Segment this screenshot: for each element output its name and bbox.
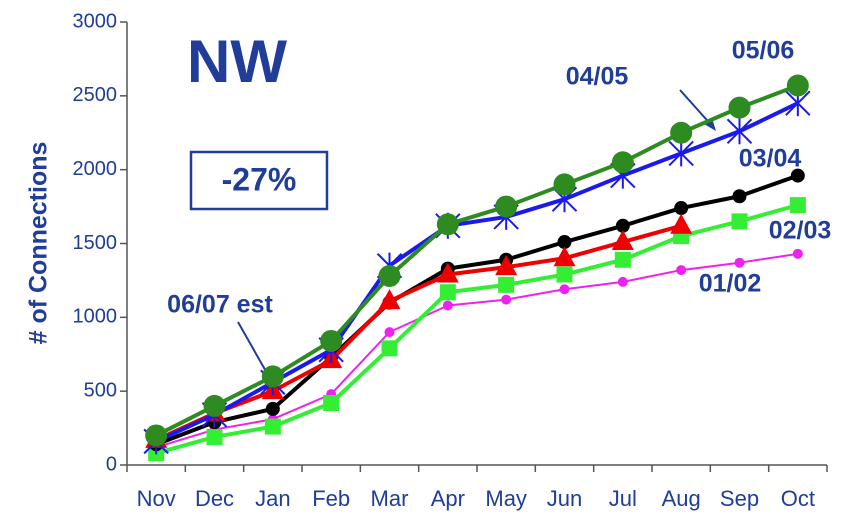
marker — [501, 294, 512, 305]
series-line — [155, 252, 798, 449]
marker — [617, 276, 628, 287]
marker — [320, 329, 343, 352]
chart-title: NW — [187, 28, 287, 95]
series-label: 05/06 — [732, 37, 795, 65]
marker — [732, 189, 747, 204]
marker — [614, 251, 631, 268]
marker — [734, 257, 745, 268]
y-tick-label: 3000 — [73, 10, 118, 32]
marker — [203, 394, 226, 417]
marker — [674, 201, 689, 216]
marker — [206, 428, 223, 445]
series-label: 06/07 est — [167, 291, 273, 319]
x-tick-label: Jul — [609, 486, 637, 511]
x-tick-label: Feb — [312, 486, 350, 511]
marker — [495, 255, 518, 276]
arrow-head — [704, 118, 716, 131]
x-tick-label: Oct — [781, 486, 815, 511]
marker — [731, 213, 748, 230]
annotation: -27% — [222, 161, 297, 197]
marker — [676, 265, 687, 276]
marker — [557, 235, 572, 250]
x-tick-label: Jun — [547, 486, 582, 511]
marker — [792, 248, 803, 259]
marker — [556, 266, 573, 283]
x-tick-label: May — [485, 486, 527, 511]
marker — [436, 262, 459, 283]
marker — [439, 284, 456, 301]
x-tick-label: Sep — [720, 486, 759, 511]
series-line — [155, 83, 799, 438]
y-tick-label: 2000 — [73, 158, 118, 180]
marker — [611, 230, 634, 251]
marker — [728, 96, 751, 119]
marker — [789, 197, 806, 214]
series-line — [155, 173, 799, 447]
marker — [261, 365, 284, 388]
marker — [790, 168, 805, 183]
marker — [670, 121, 693, 144]
x-tick-label: Nov — [137, 486, 176, 511]
marker — [381, 340, 398, 357]
marker — [378, 264, 401, 287]
series-line — [155, 101, 799, 444]
x-tick-label: Jan — [255, 486, 290, 511]
y-tick-label: 0 — [106, 453, 117, 475]
marker — [553, 246, 576, 267]
series-line — [155, 203, 799, 456]
marker — [378, 289, 401, 310]
marker — [553, 173, 576, 196]
marker — [442, 300, 453, 311]
x-tick-label: Aug — [662, 486, 701, 511]
marker — [670, 213, 693, 234]
marker — [611, 151, 634, 174]
marker — [786, 74, 809, 97]
marker — [436, 213, 459, 236]
marker — [323, 394, 340, 411]
marker — [559, 284, 570, 295]
marker — [498, 276, 515, 293]
y-tick-label: 500 — [84, 379, 117, 401]
series-label: 01/02 — [699, 270, 762, 298]
marker — [726, 118, 753, 145]
marker — [615, 218, 630, 233]
x-tick-label: Mar — [371, 486, 409, 511]
marker — [145, 424, 168, 447]
marker — [264, 418, 281, 435]
x-tick-label: Apr — [431, 486, 465, 511]
series-label: 02/03 — [769, 217, 832, 245]
marker — [495, 195, 518, 218]
marker — [265, 401, 280, 416]
x-tick-label: Dec — [195, 486, 234, 511]
series-line — [155, 223, 682, 442]
y-tick-label: 1000 — [73, 306, 118, 328]
y-tick-label: 2500 — [73, 84, 118, 106]
y-axis-label: # of Connections — [25, 142, 53, 345]
marker — [668, 140, 694, 167]
annotation-box — [189, 150, 329, 211]
series-label: 04/05 — [566, 63, 629, 91]
y-tick-label: 1500 — [73, 232, 118, 254]
marker — [384, 327, 395, 338]
series-label: 03/04 — [739, 145, 802, 173]
